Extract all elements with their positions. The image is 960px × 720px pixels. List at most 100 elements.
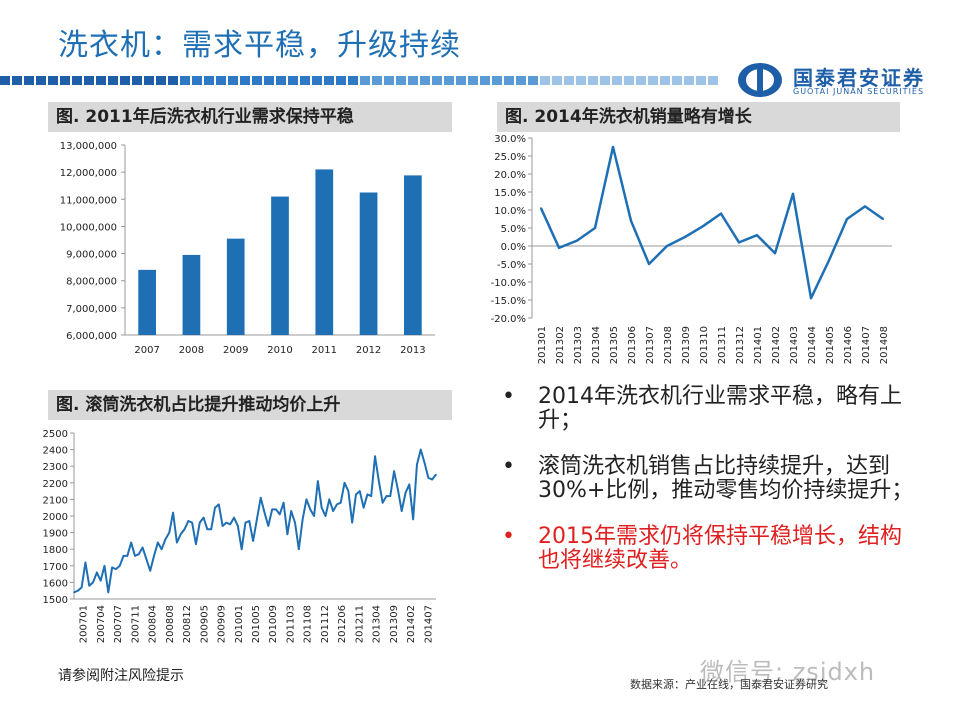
data-point xyxy=(366,493,369,496)
x-tick-label: 201404 xyxy=(807,326,818,364)
data-point xyxy=(393,470,395,472)
page-title: 洗衣机：需求平稳，升级持续 xyxy=(58,28,461,63)
data-point xyxy=(88,584,91,587)
bar xyxy=(315,169,334,335)
stripe-segment xyxy=(48,76,58,85)
y-tick-label: 6,000,000 xyxy=(66,331,117,342)
y-tick-label: 11,000,000 xyxy=(60,195,117,206)
data-point xyxy=(195,543,197,546)
data-point xyxy=(423,462,426,464)
data-point xyxy=(271,508,273,511)
stripe-segment xyxy=(648,76,658,85)
stripe-segment xyxy=(60,76,70,85)
x-tick-label: 200812 xyxy=(182,605,193,643)
data-point xyxy=(164,538,167,541)
data-point xyxy=(427,477,430,479)
data-point xyxy=(882,218,884,220)
y-tick-label: 9,000,000 xyxy=(66,250,117,261)
y-tick-label: 7,000,000 xyxy=(66,304,117,315)
data-point xyxy=(738,241,740,244)
data-point xyxy=(244,521,247,524)
sales-growth-line xyxy=(539,145,884,300)
header-stripe xyxy=(0,73,720,85)
data-point xyxy=(378,480,380,482)
x-tick-label: 201405 xyxy=(825,326,836,364)
stripe-segment xyxy=(696,76,706,85)
x-tick-label: 200701 xyxy=(79,605,90,643)
x-tick-label: 201301 xyxy=(537,326,548,364)
data-point xyxy=(397,488,399,491)
data-point xyxy=(630,219,632,222)
data-point xyxy=(301,518,304,521)
x-tick-label: 200808 xyxy=(165,605,176,643)
x-tick-label: 2010 xyxy=(267,345,292,356)
stripe-segment xyxy=(348,76,358,85)
x-tick-label: 201211 xyxy=(354,605,365,643)
stripe-segment xyxy=(492,76,502,85)
x-tick-label: 201302 xyxy=(555,326,566,364)
company-logo: 国泰君安证券 GUOTAI JUNAN SECURITIES xyxy=(735,60,955,100)
x-tick-label: 200707 xyxy=(113,605,124,643)
x-tick-label: 2012 xyxy=(356,345,381,356)
logo-name-en: GUOTAI JUNAN SECURITIES xyxy=(793,87,925,96)
stripe-segment xyxy=(288,76,298,85)
data-point xyxy=(168,531,171,534)
data-point xyxy=(317,480,319,482)
stripe-segment xyxy=(156,76,166,85)
stripe-segment xyxy=(540,76,550,85)
data-point xyxy=(416,463,418,466)
x-tick-label: 2011 xyxy=(312,345,337,356)
bullet-item: • 2015年需求仍将保持平稳增长，结构也将继续改善。 xyxy=(502,524,902,573)
stripe-segment xyxy=(36,76,46,85)
data-point xyxy=(84,561,87,564)
x-tick-label: 201103 xyxy=(285,605,296,643)
y-tick-label: -10.0% xyxy=(491,278,526,289)
data-point xyxy=(774,252,776,255)
data-point xyxy=(864,205,866,208)
data-point xyxy=(540,207,542,210)
data-point xyxy=(183,528,186,531)
data-point xyxy=(846,218,848,220)
bullet-item: • 2014年洗衣机行业需求平稳，略有上升； xyxy=(502,384,902,433)
data-point xyxy=(385,495,388,497)
bar xyxy=(359,192,378,335)
stripe-segment xyxy=(372,76,382,85)
stripe-segment xyxy=(396,76,406,85)
stripe-segment xyxy=(12,76,22,85)
data-point xyxy=(648,263,650,265)
data-point xyxy=(176,541,178,544)
data-point xyxy=(256,518,258,521)
stripe-segment xyxy=(276,76,286,85)
data-point xyxy=(828,259,830,262)
stripe-segment xyxy=(684,76,694,85)
y-tick-label: 10,000,000 xyxy=(60,222,117,233)
data-point xyxy=(282,501,285,504)
data-point xyxy=(351,521,353,524)
data-point xyxy=(202,516,205,519)
y-tick-label: 2100 xyxy=(43,495,68,506)
y-tick-label: 5.0% xyxy=(501,224,526,235)
line-chart-2-title: 图. 滚筒洗衣机占比提升推动均价上升 xyxy=(48,390,452,420)
data-point xyxy=(77,589,79,592)
stripe-segment xyxy=(204,76,214,85)
stripe-segment xyxy=(192,76,202,85)
y-tick-label: 1900 xyxy=(43,529,68,540)
data-point xyxy=(118,565,121,567)
bar-chart-title: 图. 2011年后洗衣机行业需求保持平稳 xyxy=(48,102,452,132)
data-point xyxy=(408,483,411,486)
data-point xyxy=(160,548,163,550)
x-tick-label: 201403 xyxy=(789,326,800,364)
data-point xyxy=(92,581,94,584)
y-tick-label: 2300 xyxy=(43,462,68,473)
stripe-segment xyxy=(516,76,526,85)
risk-note: 请参阅附注风险提示 xyxy=(58,668,184,684)
x-tick-label: 201307 xyxy=(645,326,656,364)
x-tick-label: 201310 xyxy=(699,326,710,364)
data-point xyxy=(214,506,216,509)
stripe-segment xyxy=(144,76,154,85)
y-tick-label: -20.0% xyxy=(491,314,526,325)
stripe-segment xyxy=(480,76,490,85)
data-source: 数据来源：产业在线，国泰君安证券研究 xyxy=(630,678,828,691)
data-point xyxy=(412,518,414,521)
watermark: 微信号: zsjdxh xyxy=(700,658,876,686)
